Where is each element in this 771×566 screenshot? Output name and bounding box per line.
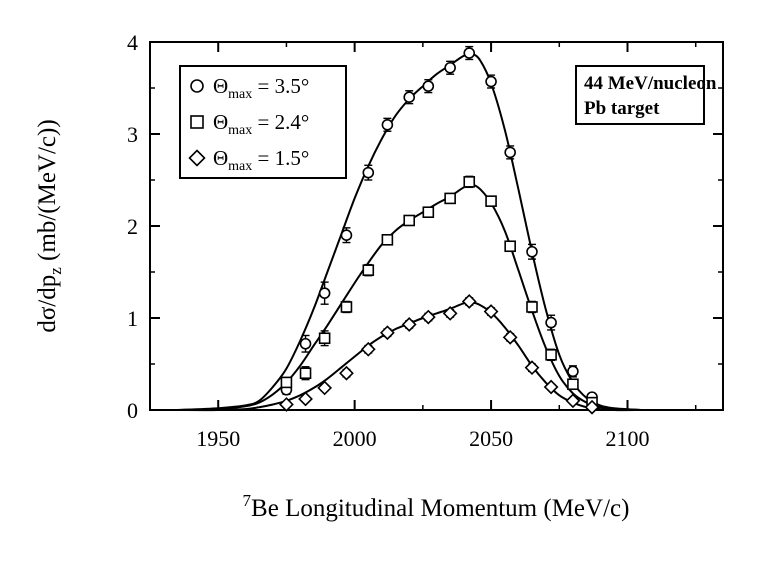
data-point-circle [299, 337, 312, 350]
data-point-circle [545, 316, 557, 329]
x-axis-title: 7Be Longitudinal Momentum (MeV/c) [243, 491, 630, 522]
legend-entry-3-value: = 1.5° [252, 146, 309, 170]
legend-entry-1-sub: max [228, 87, 252, 102]
data-point-diamond [442, 306, 458, 321]
data-point-circle [381, 119, 394, 131]
x-axis-title-superscript: 7 [243, 491, 252, 510]
data-point-diamond [401, 317, 417, 332]
y-tick-label: 0 [127, 398, 138, 423]
data-point-circle [567, 365, 579, 378]
data-point-diamond [524, 360, 540, 376]
x-tick-label: 1950 [196, 426, 240, 451]
legend-entry-2-symbol: Θ [213, 110, 228, 134]
data-point-circle [485, 75, 497, 88]
data-point-square [280, 376, 293, 389]
data-point-diamond [279, 397, 294, 412]
data-point-diamond [483, 304, 499, 319]
data-point-diamond [543, 379, 559, 395]
data-point-diamond [339, 365, 354, 381]
data-point-diamond [380, 325, 395, 341]
data-point-square [299, 367, 312, 380]
y-axis-title-prefix: dσ/dp [34, 275, 61, 333]
data-point-diamond [584, 399, 600, 415]
legend-entry-3-symbol: Θ [213, 146, 228, 170]
x-tick-label: 2000 [333, 426, 377, 451]
legend-marker-circle [190, 79, 204, 93]
data-point-diamond [298, 391, 313, 407]
data-point-diamond [565, 393, 581, 409]
data-point-circle [526, 245, 538, 258]
data-point-diamond [360, 341, 376, 357]
data-point-diamond [502, 329, 518, 345]
data-point-square [340, 301, 353, 313]
data-point-square [545, 348, 557, 361]
annotation-line-2: Pb target [584, 98, 660, 119]
legend-entry-3-sub: max [228, 159, 252, 174]
x-tick-label: 2050 [469, 426, 513, 451]
data-point-square [463, 176, 476, 188]
axis-ticks: 1950 2000 2050 2100 0 1 2 3 4 [127, 30, 723, 451]
data-point-square [318, 332, 331, 345]
y-axis-title-subscript: z [46, 267, 65, 275]
y-axis-title: dσ/dpz (mb/(MeV/c)) [34, 119, 65, 332]
data-point-square [504, 240, 516, 253]
y-tick-label: 4 [127, 30, 138, 55]
data-point-circle [444, 61, 456, 74]
legend-marker-square [190, 115, 204, 129]
data-point-diamond [317, 380, 333, 396]
data-points [279, 45, 600, 415]
data-point-square [444, 192, 456, 205]
legend-markers [188, 79, 206, 167]
annotation-line-1: 44 MeV/nucleon [584, 73, 717, 94]
legend-entry-2-value: = 2.4° [252, 110, 309, 134]
data-point-square [485, 195, 497, 207]
data-point-circle [403, 91, 416, 103]
legend-entry-2-sub: max [228, 123, 252, 138]
data-point-square [403, 214, 416, 227]
data-point-square [362, 264, 375, 276]
legend-frame [179, 65, 347, 179]
data-point-circle [340, 229, 353, 241]
data-point-square [567, 378, 579, 391]
data-point-square [422, 206, 435, 218]
data-point-circle [422, 80, 435, 92]
y-axis-title-suffix: (mb/(MeV/c)) [34, 119, 61, 267]
legend-entry-2: Θmax = 2.4° [213, 110, 309, 138]
legend-entry-1-value: = 3.5° [252, 74, 309, 98]
legend: Θmax = 3.5° Θmax = 2.4° Θmax = 1.5° [179, 65, 347, 179]
x-tick-label: 2100 [606, 426, 650, 451]
legend-entry-1: Θmax = 3.5° [213, 74, 309, 102]
annotation: 44 MeV/nucleon Pb target [575, 65, 717, 125]
data-point-circle [362, 166, 375, 179]
data-point-diamond [420, 309, 436, 325]
legend-marker-diamond [188, 149, 206, 167]
y-tick-label: 2 [127, 214, 138, 239]
data-point-circle [504, 146, 516, 159]
x-axis-title-text: Be Longitudinal Momentum (MeV/c) [251, 495, 629, 522]
y-tick-label: 3 [127, 122, 138, 147]
data-point-square [526, 301, 538, 313]
data-point-circle [318, 287, 331, 299]
y-tick-label: 1 [127, 306, 138, 331]
legend-entry-3: Θmax = 1.5° [213, 146, 309, 174]
data-point-diamond [461, 294, 477, 309]
legend-entry-1-symbol: Θ [213, 74, 228, 98]
data-point-square [381, 234, 394, 246]
data-point-circle [463, 47, 476, 59]
annotation-frame [575, 65, 705, 125]
